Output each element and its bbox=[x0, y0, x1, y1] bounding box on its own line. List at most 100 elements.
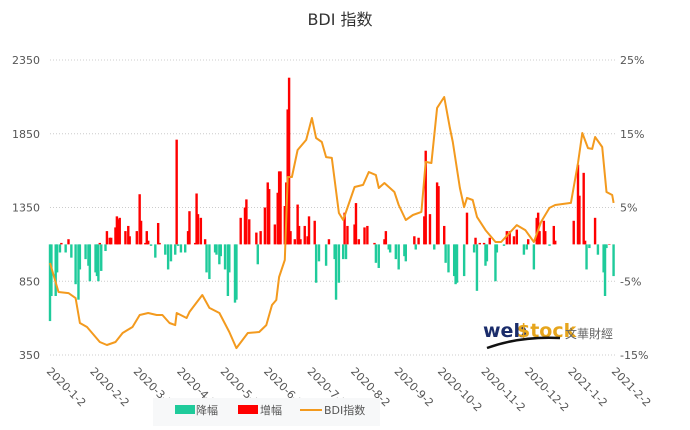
bar-increase bbox=[296, 204, 299, 245]
bar-increase bbox=[437, 186, 440, 245]
bar-increase bbox=[366, 225, 369, 245]
bar-increase bbox=[424, 150, 427, 245]
bar-increase bbox=[343, 212, 346, 245]
bar-increase bbox=[98, 242, 102, 245]
x-tick-label: 2021-2-2 bbox=[609, 365, 654, 410]
bar-increase bbox=[277, 171, 281, 245]
bar-decrease bbox=[404, 244, 407, 262]
bar-increase bbox=[435, 182, 439, 245]
bar-decrease bbox=[219, 244, 222, 257]
x-tick-label: 2020-9-2 bbox=[392, 365, 437, 410]
bar-decrease bbox=[485, 244, 489, 262]
bar-increase bbox=[124, 231, 127, 245]
bar-increase bbox=[544, 231, 547, 245]
bar-increase bbox=[289, 231, 292, 245]
x-tick-label: 2020-2-2 bbox=[87, 365, 132, 410]
bar-decrease bbox=[87, 244, 90, 266]
bar-increase bbox=[505, 231, 509, 245]
left-tick-label: 850 bbox=[19, 275, 40, 288]
legend-swatch-decrease bbox=[175, 405, 195, 414]
bar-increase bbox=[196, 214, 200, 245]
bar-decrease bbox=[337, 244, 341, 283]
bar-decrease bbox=[174, 244, 177, 255]
bar-decrease bbox=[344, 244, 348, 260]
bar-decrease bbox=[452, 244, 456, 277]
bar-increase bbox=[146, 240, 150, 245]
bar-increase bbox=[583, 240, 587, 245]
watermark-swoosh bbox=[486, 336, 561, 350]
x-tick-label: 2021-1-2 bbox=[565, 365, 610, 410]
bar-decrease bbox=[377, 244, 380, 268]
bar-increase bbox=[188, 211, 191, 245]
bar-increase bbox=[114, 227, 117, 245]
bar-decrease bbox=[484, 244, 487, 266]
bar-decrease bbox=[88, 244, 92, 282]
bar-decrease bbox=[64, 244, 67, 253]
bar-decrease bbox=[54, 244, 57, 296]
bar-increase bbox=[135, 231, 139, 245]
bar-decrease bbox=[256, 244, 259, 265]
bar-decrease bbox=[414, 244, 417, 250]
bar-increase bbox=[443, 225, 446, 245]
bar-increase bbox=[428, 214, 432, 245]
bar-increase bbox=[554, 240, 557, 245]
bar-increase bbox=[346, 225, 349, 245]
bar-increase bbox=[239, 217, 242, 245]
bar-decrease bbox=[588, 244, 591, 249]
legend-item-increase[interactable]: 增幅 bbox=[238, 403, 282, 417]
bar-increase bbox=[383, 239, 386, 245]
chart-title: BDI 指数 bbox=[307, 10, 372, 29]
bar-increase bbox=[582, 172, 585, 245]
bar-increase bbox=[245, 199, 248, 245]
bar-increase bbox=[158, 242, 161, 245]
bar-increase bbox=[307, 216, 311, 245]
bar-decrease bbox=[374, 244, 378, 263]
bar-increase bbox=[287, 77, 291, 245]
right-tick-label: 25% bbox=[620, 54, 644, 67]
bar-increase bbox=[199, 217, 203, 245]
bar-increase bbox=[117, 219, 120, 245]
right-tick-label: -5% bbox=[620, 275, 641, 288]
watermark-web: web bbox=[483, 320, 527, 342]
legend-item-bdi[interactable]: BDI指数 bbox=[300, 403, 365, 417]
bar-decrease bbox=[58, 244, 62, 253]
legend-item-decrease[interactable]: 降幅 bbox=[175, 403, 218, 417]
bar-increase bbox=[538, 231, 541, 245]
bar-decrease bbox=[455, 244, 459, 283]
bar-increase bbox=[576, 164, 580, 245]
bar-increase bbox=[279, 171, 282, 245]
bar-increase bbox=[175, 139, 178, 245]
legend: 降幅 增幅 BDI指数 bbox=[153, 398, 380, 426]
bdi-line-series bbox=[49, 96, 615, 350]
bar-increase bbox=[482, 242, 486, 245]
bar-decrease bbox=[324, 244, 328, 266]
bar-increase bbox=[118, 217, 121, 245]
left-axis: 2350 1850 1350 850 350 bbox=[12, 54, 40, 362]
bar-increase bbox=[127, 225, 130, 245]
bar-increase bbox=[193, 242, 197, 245]
bar-increase bbox=[145, 231, 148, 245]
left-tick-label: 1350 bbox=[12, 202, 40, 215]
bar-decrease bbox=[228, 244, 231, 273]
bar-increase bbox=[243, 207, 247, 245]
bar-decrease bbox=[78, 244, 82, 270]
bar-decrease bbox=[596, 244, 600, 255]
bar-decrease bbox=[233, 244, 237, 303]
bar-decrease bbox=[95, 244, 99, 277]
bar-decrease bbox=[70, 244, 73, 258]
bar-increase bbox=[138, 194, 141, 245]
bar-increase bbox=[363, 227, 366, 245]
bar-decrease bbox=[97, 244, 100, 282]
watermark-stock: $tock bbox=[517, 320, 577, 342]
bar-increase bbox=[203, 239, 207, 245]
bar-increase bbox=[593, 217, 597, 245]
bar-decrease bbox=[205, 244, 208, 273]
bar-decrease bbox=[48, 244, 52, 322]
bar-increase bbox=[255, 232, 258, 245]
bar-decrease bbox=[149, 244, 153, 246]
bar-increase bbox=[478, 242, 481, 245]
bar-increase bbox=[465, 212, 469, 245]
right-tick-label: -15% bbox=[620, 349, 648, 362]
bar-decrease bbox=[169, 244, 173, 262]
